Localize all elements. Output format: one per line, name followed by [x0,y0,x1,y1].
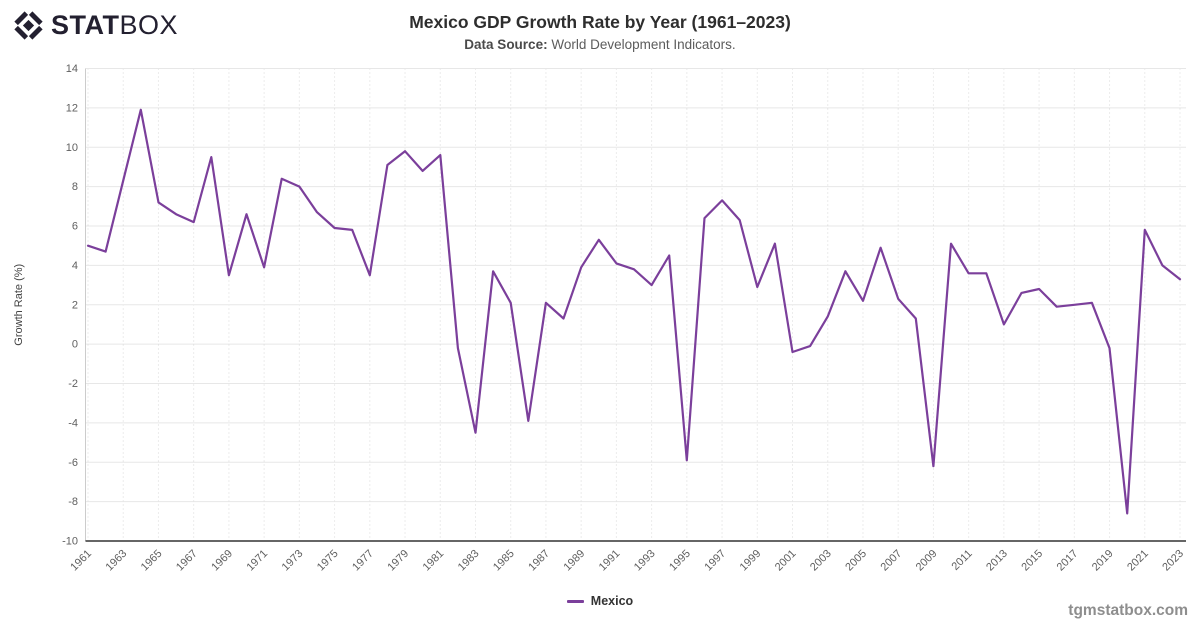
chart-subtitle: Data Source: World Development Indicator… [0,37,1200,52]
svg-text:1977: 1977 [350,548,376,574]
statbox-diamond-icon [14,11,43,40]
svg-text:10: 10 [66,142,78,154]
svg-text:1995: 1995 [667,548,693,574]
svg-text:2001: 2001 [773,548,799,574]
svg-text:0: 0 [72,339,78,351]
mexico-series-label[interactable]: Mexico [590,594,634,608]
svg-text:1987: 1987 [526,548,552,574]
svg-text:2023: 2023 [1160,548,1186,574]
svg-text:1965: 1965 [139,548,165,574]
statbox-logo: STATBOX [12,9,178,42]
svg-text:2013: 2013 [984,548,1010,574]
svg-text:2021: 2021 [1125,548,1151,574]
svg-text:14: 14 [66,63,78,75]
chart-legend: Mexico [0,594,1200,608]
svg-text:1979: 1979 [385,548,411,574]
svg-text:2007: 2007 [879,548,905,574]
logo-stat: STAT [51,10,120,40]
y-axis-title: Growth Rate (%) [13,264,25,346]
svg-text:1983: 1983 [456,548,482,574]
chart-title: Mexico GDP Growth Rate by Year (1961–202… [409,12,791,32]
svg-text:-6: -6 [68,457,78,469]
svg-text:1975: 1975 [315,548,341,574]
svg-text:2: 2 [72,299,78,311]
svg-text:8: 8 [72,181,78,193]
svg-text:2017: 2017 [1055,548,1081,574]
mexico-gdp-line [86,108,1182,515]
svg-text:12: 12 [66,102,78,114]
x-axis-tick-labels: 1961 1963 1965 1967 1969 1971 1973 1975 1977 1979… [68,548,1186,574]
data-source-value: World Development Indicators. [551,37,736,52]
svg-text:2015: 2015 [1019,548,1045,574]
horizontal-gridlines [85,68,1186,542]
svg-text:2011: 2011 [950,548,975,573]
svg-text:1967: 1967 [174,548,200,574]
svg-text:6: 6 [72,221,78,233]
svg-text:1999: 1999 [738,548,764,574]
svg-text:1963: 1963 [104,548,130,574]
svg-text:-4: -4 [68,417,78,429]
svg-text:1961: 1961 [68,548,94,574]
svg-text:1997: 1997 [702,548,728,574]
svg-text:1981: 1981 [421,548,447,574]
logo-box: BOX [119,10,179,40]
svg-text:1991: 1991 [597,548,623,574]
svg-text:1989: 1989 [561,548,587,574]
svg-text:2005: 2005 [843,548,869,574]
y-axis-tick-labels: -10 -8 -6 -4 -2 0 2 4 6 8 10 12 14 [62,63,78,548]
svg-text:1973: 1973 [280,548,306,574]
svg-text:1985: 1985 [491,548,517,574]
svg-text:2003: 2003 [808,548,834,574]
svg-text:1993: 1993 [632,548,658,574]
statbox-logo-text: STATBOX [51,9,178,42]
svg-text:-10: -10 [62,536,78,548]
data-source-label: Data Source: [464,37,548,52]
watermark-link[interactable]: tgmstatbox.com [1068,602,1188,619]
line-chart: -10 -8 -6 -4 -2 0 2 4 6 8 10 12 14 1961 1963 1965 1967 19… [0,60,1200,588]
svg-text:-8: -8 [68,496,78,508]
svg-text:2009: 2009 [914,548,940,574]
svg-text:4: 4 [72,260,78,272]
mexico-series-swatch[interactable] [566,599,584,603]
svg-text:-2: -2 [68,378,78,390]
svg-text:1971: 1971 [244,548,270,574]
svg-text:1969: 1969 [209,548,235,574]
svg-text:2019: 2019 [1090,548,1116,574]
